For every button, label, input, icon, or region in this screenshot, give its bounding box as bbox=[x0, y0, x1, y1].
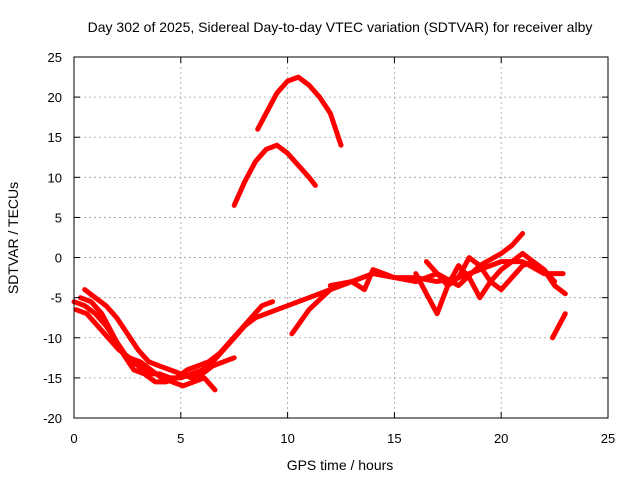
series-line-arc-4 bbox=[82, 287, 237, 381]
series-group bbox=[71, 74, 568, 393]
plot-frame bbox=[73, 56, 609, 419]
series-line-arc-2 bbox=[73, 307, 218, 393]
series-line-arc-8 bbox=[327, 231, 526, 293]
x-tick-label: 15 bbox=[387, 431, 401, 446]
y-tick-label: -5 bbox=[50, 291, 62, 306]
x-tick-label: 25 bbox=[601, 431, 615, 446]
y-axis-label: SDTVAR / TECUs bbox=[5, 182, 21, 294]
y-tick-label: -10 bbox=[43, 331, 62, 346]
y-tick-label: 10 bbox=[48, 170, 62, 185]
y-tick-label: -15 bbox=[43, 371, 62, 386]
x-tick-label: 5 bbox=[177, 431, 184, 446]
x-axis-label: GPS time / hours bbox=[287, 457, 394, 473]
x-tick-label: 0 bbox=[70, 431, 77, 446]
series-line-arc-6 bbox=[255, 74, 344, 148]
y-tick-label: 5 bbox=[55, 210, 62, 225]
tick-group: 0 5 10 15 20 25 -20 -15 -10 -5 0 5 10 15 20 25 bbox=[43, 50, 615, 446]
x-tick-label: 20 bbox=[494, 431, 508, 446]
x-tick-label: 10 bbox=[280, 431, 294, 446]
series-line-arc-5 bbox=[231, 142, 318, 208]
y-tick-label: 20 bbox=[48, 90, 62, 105]
y-tick-label: 25 bbox=[48, 50, 62, 65]
series-line-arc-3 bbox=[77, 295, 276, 385]
y-tick-label: -20 bbox=[43, 411, 62, 426]
y-tick-label: 0 bbox=[55, 251, 62, 266]
series-line-arc-10 bbox=[423, 255, 558, 293]
y-tick-label: 15 bbox=[48, 130, 62, 145]
series-line-arc-11 bbox=[550, 311, 568, 341]
chart-title: Day 302 of 2025, Sidereal Day-to-day VTE… bbox=[88, 19, 593, 35]
